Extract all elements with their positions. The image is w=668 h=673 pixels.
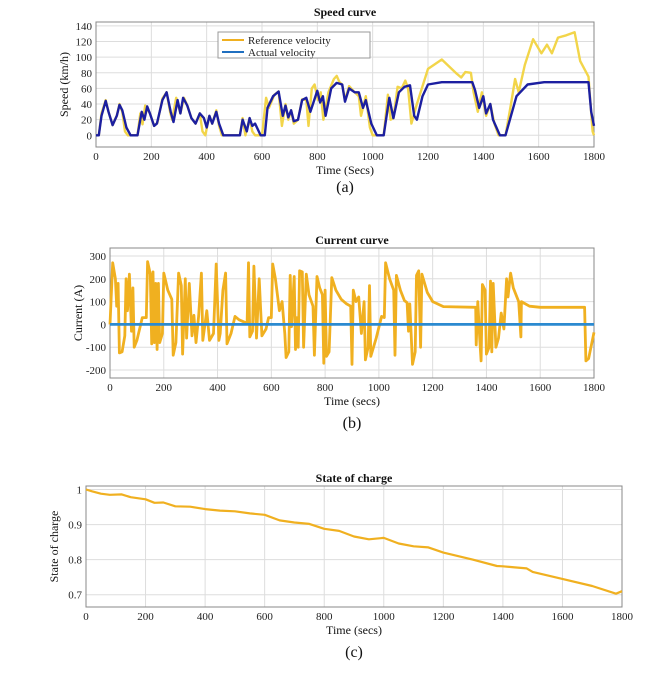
x-tick-label: 200 [137, 611, 154, 623]
x-tick-label: 600 [256, 611, 273, 623]
x-tick-label: 0 [83, 611, 89, 623]
x-tick-label: 1600 [529, 382, 552, 394]
series-line-1 [96, 80, 596, 137]
x-tick-label: 1200 [432, 611, 455, 623]
y-axis-label: State of charge [47, 511, 61, 583]
y-axis-label: Speed (km/h) [57, 52, 71, 117]
y-tick-label: 60 [81, 83, 93, 95]
x-tick-label: 800 [317, 382, 334, 394]
x-tick-label: 1000 [368, 382, 391, 394]
x-tick-label: 600 [263, 382, 280, 394]
y-tick-label: 0.8 [68, 555, 82, 567]
x-tick-label: 1400 [475, 382, 498, 394]
x-tick-label: 1400 [492, 611, 515, 623]
y-tick-label: 140 [76, 21, 93, 33]
x-tick-label: 1200 [422, 382, 445, 394]
x-tick-label: 1000 [373, 611, 396, 623]
y-tick-label: 1 [77, 485, 83, 497]
x-tick-label: 400 [209, 382, 226, 394]
y-tick-label: -100 [86, 342, 107, 354]
x-tick-label: 0 [107, 382, 113, 394]
legend-label: Reference velocity [248, 35, 331, 47]
x-tick-label: 0 [93, 151, 99, 163]
y-tick-label: -200 [86, 365, 107, 377]
y-tick-label: 40 [81, 99, 93, 111]
x-tick-label: 1400 [472, 151, 495, 163]
x-tick-label: 1000 [362, 151, 385, 163]
x-tick-label: 1200 [417, 151, 440, 163]
y-tick-label: 100 [90, 297, 107, 309]
chart-title: State of charge [316, 471, 393, 485]
y-tick-label: 80 [81, 68, 93, 80]
chart-title: Speed curve [314, 5, 377, 19]
y-tick-label: 200 [90, 274, 107, 286]
plot-frame [85, 485, 623, 608]
x-tick-label: 1800 [583, 151, 606, 163]
y-tick-label: 300 [90, 251, 107, 263]
x-tick-label: 600 [254, 151, 271, 163]
x-axis-label: Time (secs) [326, 623, 382, 637]
x-tick-label: 400 [197, 611, 214, 623]
x-axis-label: Time (secs) [324, 394, 380, 408]
plot-frame [95, 21, 595, 148]
y-tick-label: 0 [101, 319, 107, 331]
y-tick-label: 0.7 [68, 590, 82, 602]
x-tick-label: 200 [143, 151, 160, 163]
x-tick-label: 1800 [583, 382, 606, 394]
chart-a: 0 200 400 600 800 1000 1200 1400 1600 1800 0 20 40 60… [57, 5, 606, 196]
chart-title: Current curve [315, 233, 389, 247]
x-tick-label: 1800 [611, 611, 634, 623]
y-tick-label: 0.9 [68, 520, 82, 532]
x-tick-label: 800 [309, 151, 326, 163]
x-tick-label: 1600 [528, 151, 551, 163]
subfigure-caption: (a) [336, 179, 354, 196]
y-tick-label: 100 [76, 52, 93, 64]
chart-b: 0 200 400 600 800 1000 1200 1400 1600 1800-200-10… [71, 233, 606, 432]
x-tick-label: 800 [316, 611, 333, 623]
y-tick-label: 0 [87, 130, 93, 142]
x-axis-label: Time (Secs) [316, 163, 374, 177]
y-axis-label: Current (A) [71, 285, 85, 341]
series-line-0 [85, 488, 623, 595]
chart-c: 0 200 400 600 800 1000 1200 1400 1600 1800 0.7 0.8 0… [47, 471, 634, 661]
x-tick-label: 200 [156, 382, 173, 394]
legend-box [217, 31, 371, 59]
subfigure-caption: (c) [345, 644, 363, 661]
legend-label: Actual velocity [248, 47, 316, 59]
y-tick-label: 20 [81, 115, 93, 127]
subfigure-caption: (b) [343, 415, 362, 432]
x-tick-label: 1600 [551, 611, 574, 623]
x-tick-label: 400 [198, 151, 215, 163]
y-tick-label: 120 [76, 37, 93, 49]
